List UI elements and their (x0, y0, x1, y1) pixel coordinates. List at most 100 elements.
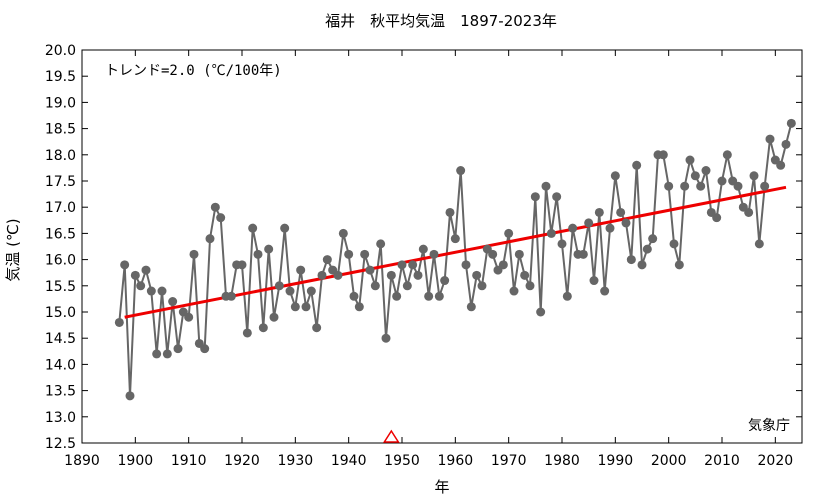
y-tick-label: 17.0 (45, 200, 76, 216)
data-point (536, 307, 546, 317)
data-point (509, 286, 519, 296)
data-point (146, 286, 156, 296)
data-point (557, 239, 567, 249)
data-point (525, 281, 535, 291)
data-point (744, 207, 754, 217)
data-point (690, 171, 700, 181)
data-point (749, 171, 759, 181)
data-point (664, 181, 674, 191)
data-point (434, 291, 444, 301)
data-point (514, 249, 524, 259)
data-point (322, 255, 332, 265)
data-point (594, 207, 604, 217)
data-point (552, 192, 562, 202)
y-tick-label: 14.5 (45, 331, 76, 347)
data-point (184, 312, 194, 322)
data-point (338, 228, 348, 238)
data-point (258, 323, 268, 333)
data-point (157, 286, 167, 296)
data-point (733, 181, 743, 191)
y-tick-label: 15.0 (45, 305, 76, 321)
data-point (290, 302, 300, 312)
data-point (488, 249, 498, 259)
data-point (285, 286, 295, 296)
data-point (600, 286, 610, 296)
data-point (274, 281, 284, 291)
data-point (584, 218, 594, 228)
data-point (530, 192, 540, 202)
data-point (648, 234, 658, 244)
data-point (498, 260, 508, 270)
y-tick-label: 20.0 (45, 43, 76, 59)
y-axis-label: 気温 (℃) (4, 218, 22, 281)
data-point (424, 291, 434, 301)
data-point (680, 181, 690, 191)
data-point (280, 223, 290, 233)
data-point (376, 239, 386, 249)
data-point (712, 213, 722, 223)
data-point (472, 270, 482, 280)
data-point (354, 302, 364, 312)
data-point (242, 328, 252, 338)
data-point (269, 312, 279, 322)
data-point (637, 260, 647, 270)
data-point (546, 228, 556, 238)
data-point (264, 244, 274, 254)
y-tick-label: 13.5 (45, 384, 76, 400)
x-tick-label: 2000 (651, 453, 687, 469)
y-tick-label: 19.0 (45, 95, 76, 111)
data-point (621, 218, 631, 228)
data-point (776, 160, 786, 170)
data-point (168, 297, 178, 307)
data-point (120, 260, 130, 270)
data-point (397, 260, 407, 270)
data-point (317, 270, 327, 280)
data-point (306, 286, 316, 296)
x-tick-label: 1960 (438, 453, 474, 469)
x-tick-label: 1890 (64, 453, 100, 469)
data-point (578, 249, 588, 259)
marker-layer (382, 429, 400, 443)
data-point (173, 344, 183, 354)
data-point (701, 166, 711, 176)
data-point (349, 291, 359, 301)
y-tick-label: 18.5 (45, 122, 76, 138)
y-tick-label: 17.5 (45, 174, 76, 190)
data-point (717, 176, 727, 186)
data-point (696, 181, 706, 191)
data-point (136, 281, 146, 291)
x-tick-label: 1930 (278, 453, 314, 469)
data-point (461, 260, 471, 270)
data-point (200, 344, 210, 354)
y-tick-label: 14.0 (45, 357, 76, 373)
data-point (125, 391, 135, 401)
y-axis: 12.5 13.0 13.5 14.0 14.5 15.0 15.5 16.0 16.5 17.0… (45, 43, 802, 452)
data-point (413, 270, 423, 280)
x-tick-label: 1920 (224, 453, 260, 469)
data-point (589, 276, 599, 286)
x-tick-label: 1910 (171, 453, 207, 469)
data-point (296, 265, 306, 275)
data-point (562, 291, 572, 301)
x-tick-label: 1950 (384, 453, 420, 469)
data-point (189, 249, 199, 259)
data-point (370, 281, 380, 291)
data-point (141, 265, 151, 275)
y-tick-label: 16.5 (45, 226, 76, 242)
data-point (504, 228, 514, 238)
data-point (360, 249, 370, 259)
chart-title: 福井 秋平均気温 1897-2023年 (325, 12, 557, 30)
data-point (152, 349, 162, 359)
data-point (333, 270, 343, 280)
trend-label: トレンド=2.0 (℃/100年) (105, 63, 282, 79)
plot-frame (81, 49, 803, 444)
data-point (344, 249, 354, 259)
y-tick-label: 12.5 (45, 436, 76, 452)
y-tick-label: 19.5 (45, 69, 76, 85)
x-tick-label: 1970 (491, 453, 527, 469)
data-point (760, 181, 770, 191)
data-point (754, 239, 764, 249)
x-axis-label: 年 (434, 478, 449, 496)
data-point (466, 302, 476, 312)
